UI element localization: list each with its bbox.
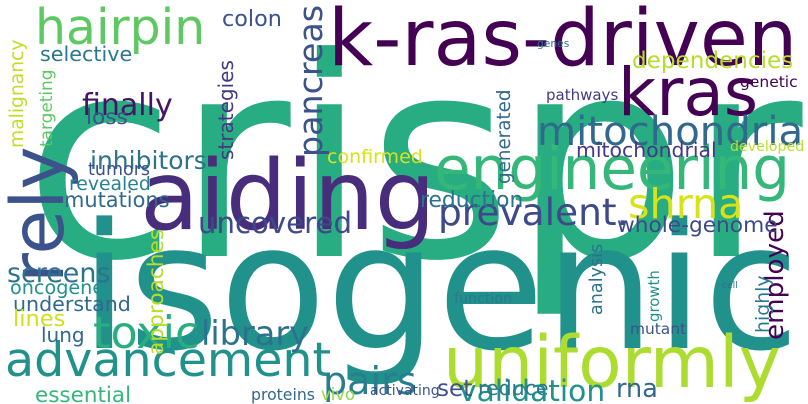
word-targeting: targeting: [38, 70, 55, 147]
word-activating: activating: [370, 384, 440, 398]
word-colon: colon: [222, 8, 282, 30]
word-proteins: proteins: [251, 387, 315, 403]
word-uncovered: uncovered: [198, 209, 352, 238]
word-function: function: [454, 292, 512, 306]
word-pancreas: pancreas: [294, 5, 327, 157]
word-cell: cell: [722, 282, 738, 291]
word-strategies: strategies: [216, 60, 236, 160]
word-library: library: [201, 317, 309, 351]
word-set: set: [437, 378, 472, 401]
word-loss: loss: [86, 107, 128, 129]
word-genetic: genetic: [740, 75, 798, 91]
word-developed: developed: [730, 140, 804, 154]
word-essential: essential: [35, 385, 131, 404]
word-malignancy: malignancy: [9, 40, 28, 148]
word-genes: genes: [537, 39, 569, 50]
word-rna: rna: [616, 377, 658, 403]
word-pathways: pathways: [546, 88, 618, 103]
word-generated: generated: [496, 90, 514, 184]
word-whole-genome: whole-genome: [617, 215, 778, 237]
word-selective: selective: [40, 44, 132, 65]
word-dependencies: dependencies: [632, 50, 793, 73]
word-vivo: vivo: [321, 387, 355, 403]
word-confirmed: confirmed: [327, 148, 423, 167]
word-highly: highly: [754, 275, 773, 333]
word-growth: growth: [647, 270, 662, 322]
word-lung: lung: [41, 325, 85, 345]
word-analysis: analysis: [589, 244, 607, 315]
word-mutant: mutant: [630, 322, 686, 337]
word-reduction: reduction: [420, 190, 523, 212]
word-approaches: approaches: [146, 229, 168, 355]
word-mutations: mutations: [64, 190, 169, 211]
word-reduce: reduce: [478, 378, 548, 399]
word-mitochondrial: mitochondrial: [576, 140, 717, 160]
